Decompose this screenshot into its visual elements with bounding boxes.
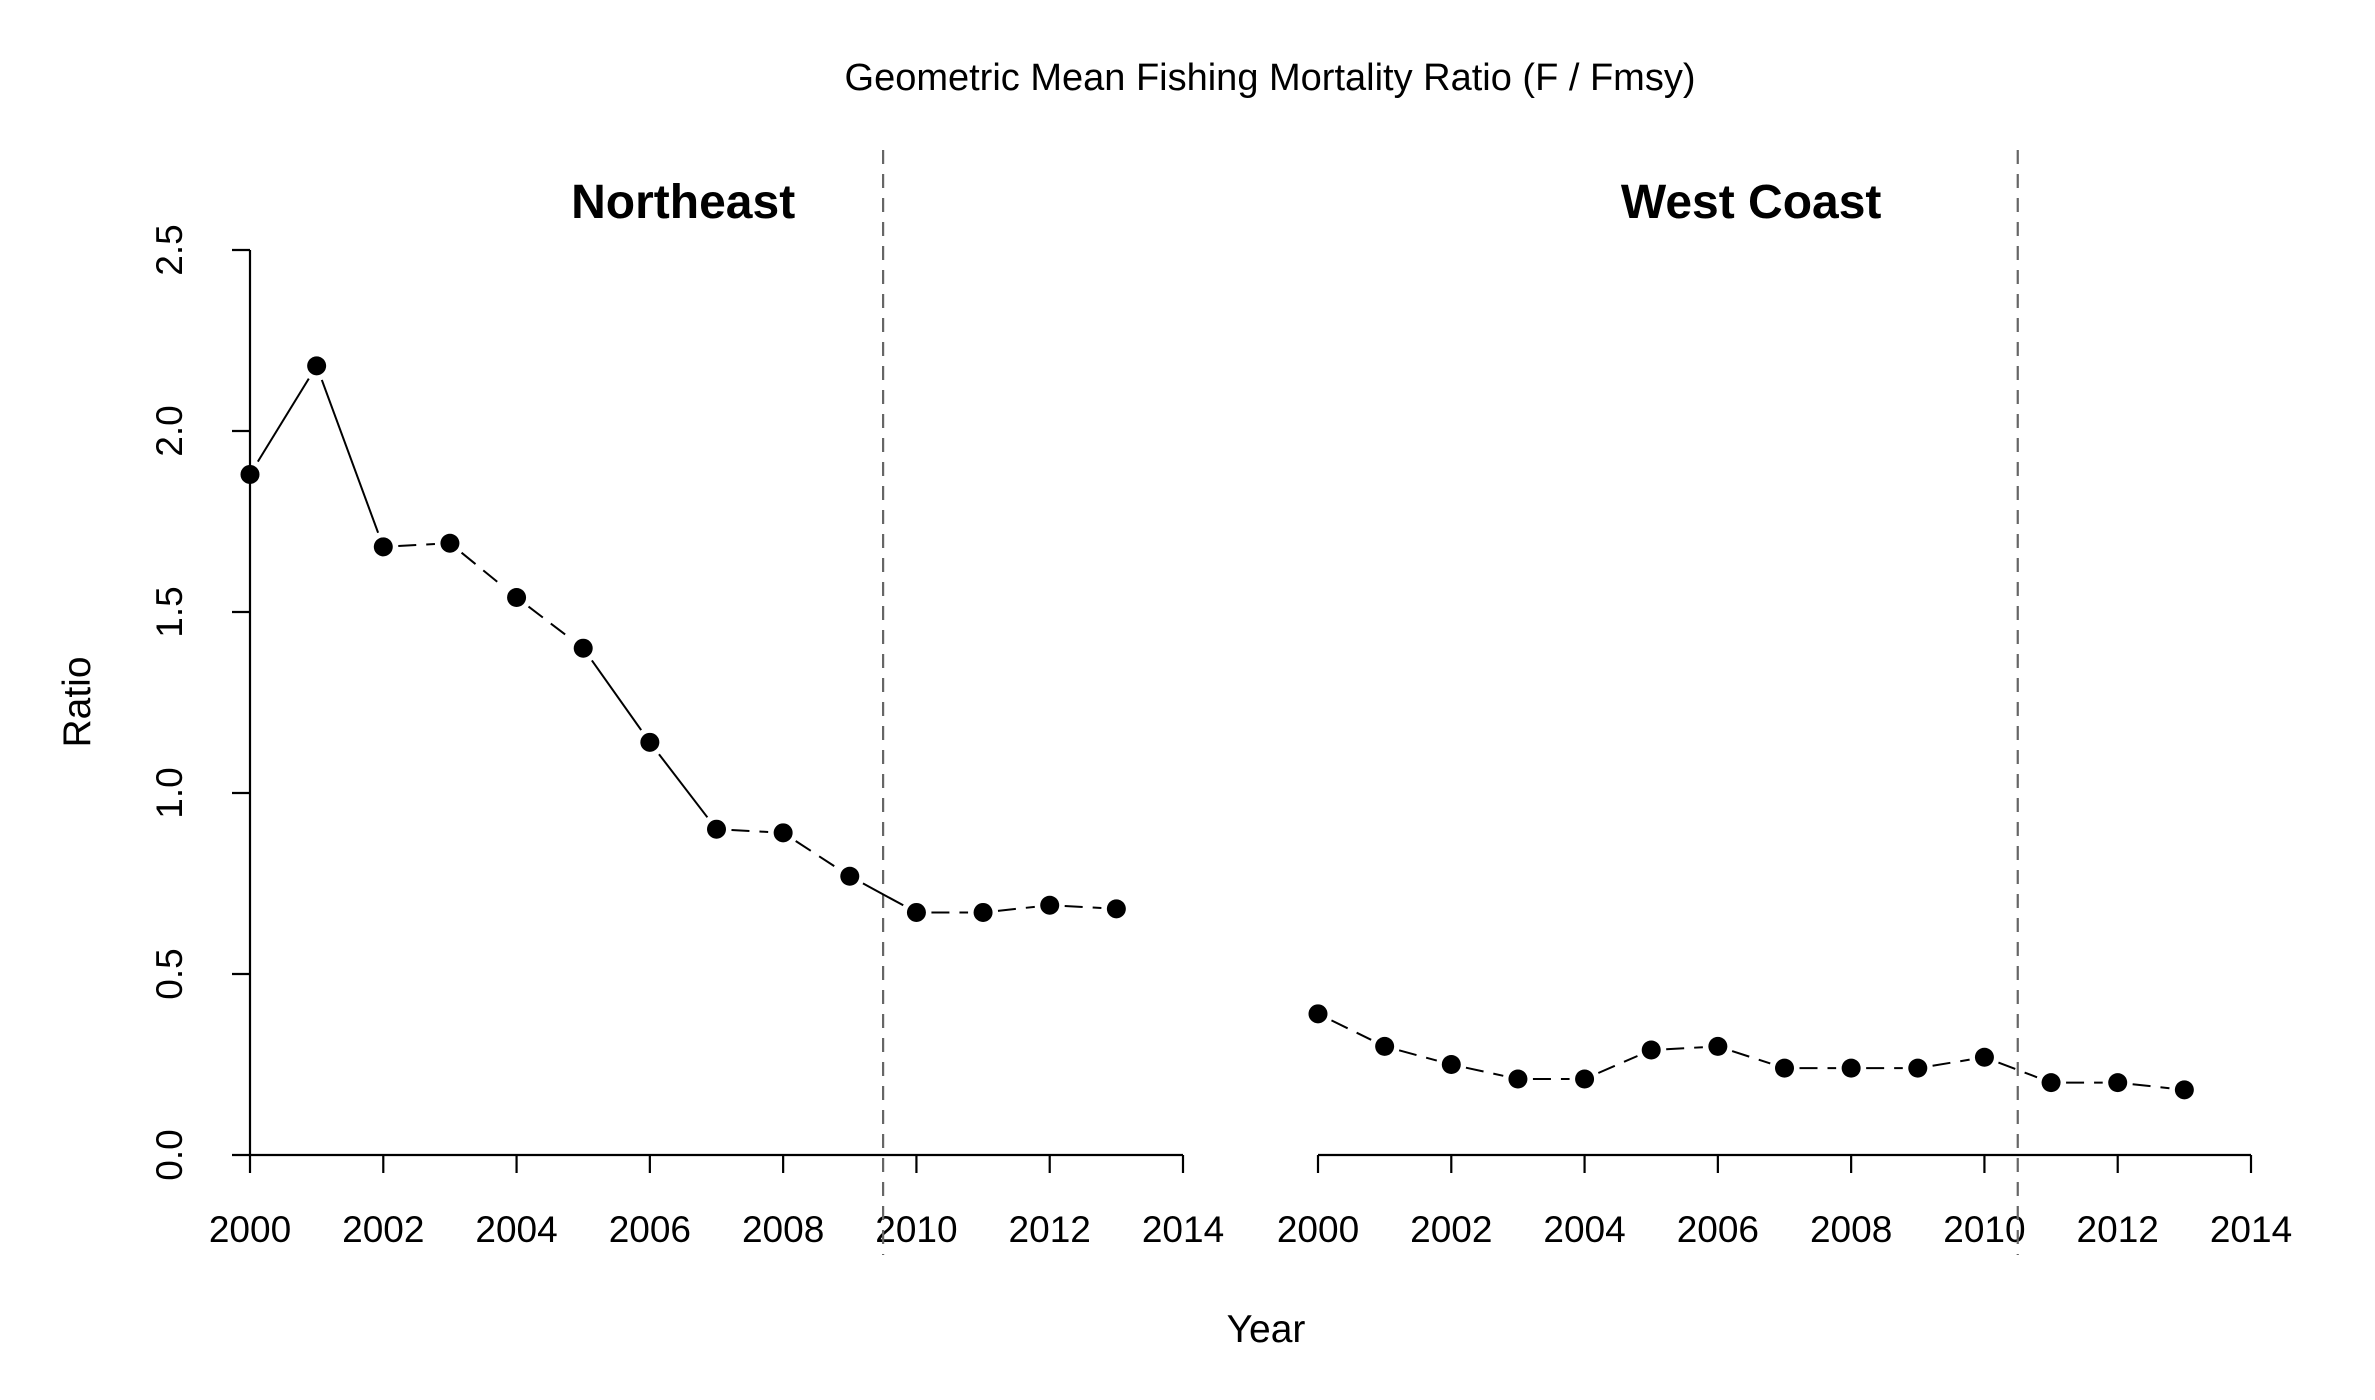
data-point: [440, 533, 460, 553]
x-tick-label: 2006: [1677, 1209, 1759, 1250]
data-point: [240, 464, 260, 484]
y-tick-label: 1.0: [149, 767, 190, 818]
series-line-segment: [1465, 1066, 1504, 1077]
data-point: [773, 823, 793, 843]
data-point: [307, 356, 327, 376]
y-tick-label: 0.5: [149, 948, 190, 999]
y-tick-label: 2.5: [149, 224, 190, 275]
data-point: [2108, 1073, 2128, 1093]
data-point: [373, 537, 393, 557]
series-line-segment: [1731, 1050, 1771, 1065]
series-line-segment: [1331, 1019, 1372, 1041]
series-line-segment: [398, 543, 436, 548]
series-line-segment: [1597, 1055, 1638, 1074]
panel-west-coast: 2000 2002 2004 2006 2008 2010 2012 2014 West Coa…: [1277, 150, 2292, 1255]
x-axis-label: Year: [1227, 1308, 1306, 1351]
data-point: [1841, 1058, 1861, 1078]
x-tick-label: 2000: [209, 1209, 291, 1250]
data-point: [707, 819, 726, 839]
x-tick-label: 2004: [475, 1209, 557, 1250]
x-tick-label: 2002: [1410, 1209, 1492, 1250]
data-point: [906, 902, 926, 922]
x-tick-label: 2014: [2210, 1209, 2292, 1250]
series-line-segment: [460, 551, 506, 589]
x-tick-label: 2006: [609, 1209, 691, 1250]
series-line-segment: [1998, 1061, 2038, 1079]
data-point: [1908, 1058, 1928, 1078]
data-point: [2174, 1080, 2194, 1100]
x-tick-label: 2000: [1277, 1209, 1359, 1250]
series-line-segment: [1064, 905, 1102, 910]
data-point: [1441, 1055, 1461, 1074]
chart-title: Geometric Mean Fishing Mortality Ratio (…: [845, 57, 1696, 99]
data-point: [507, 588, 527, 608]
panel-title: Northeast: [571, 176, 795, 229]
series-line-segment: [1666, 1046, 1703, 1051]
x-tick-label: 2008: [742, 1209, 824, 1250]
panel-northeast: 2000 2002 2004 2006 2008 2010 2012 2014 Northeas…: [209, 150, 1224, 1255]
series-line-segment: [658, 753, 709, 818]
data-point: [973, 902, 993, 922]
y-tick-label: 2.0: [149, 405, 190, 456]
data-point: [1375, 1036, 1395, 1056]
x-tick-label: 2010: [1943, 1209, 2025, 1250]
data-point: [1040, 895, 1060, 915]
x-tick-label: 2008: [1810, 1209, 1892, 1250]
series-line-segment: [527, 605, 572, 640]
y-axis-label: Ratio: [56, 656, 99, 747]
data-point: [1106, 899, 1126, 919]
data-point: [1974, 1047, 1994, 1067]
data-point: [1508, 1069, 1528, 1089]
series-line-segment: [862, 882, 904, 907]
series-line-segment: [2132, 1083, 2170, 1090]
series-line-segment: [591, 659, 643, 731]
series-line-segment: [997, 905, 1035, 912]
y-tick-label: 0.0: [149, 1129, 190, 1180]
x-tick-label: 2012: [2077, 1209, 2159, 1250]
panel-title: West Coast: [1621, 176, 1882, 229]
data-point: [2041, 1073, 2061, 1093]
x-tick-label: 2002: [342, 1209, 424, 1250]
data-point: [840, 866, 860, 886]
data-point: [1641, 1040, 1661, 1060]
x-tick-label: 2004: [1543, 1209, 1625, 1250]
data-point: [1575, 1069, 1595, 1089]
y-tick-label: 1.5: [149, 586, 190, 637]
data-point: [1308, 1004, 1328, 1024]
series-line-segment: [256, 378, 310, 463]
data-point: [1708, 1036, 1728, 1056]
series-line-segment: [1932, 1058, 1970, 1067]
data-point: [573, 638, 593, 658]
series-line-segment: [1398, 1049, 1438, 1062]
x-tick-label: 2010: [875, 1209, 957, 1250]
data-point: [1775, 1058, 1794, 1078]
series-line-segment: [320, 379, 380, 534]
x-tick-label: 2014: [1142, 1209, 1224, 1250]
data-point: [640, 732, 660, 752]
series-line-segment: [731, 829, 769, 834]
x-tick-label: 2012: [1009, 1209, 1091, 1250]
series-line-segment: [795, 840, 838, 869]
